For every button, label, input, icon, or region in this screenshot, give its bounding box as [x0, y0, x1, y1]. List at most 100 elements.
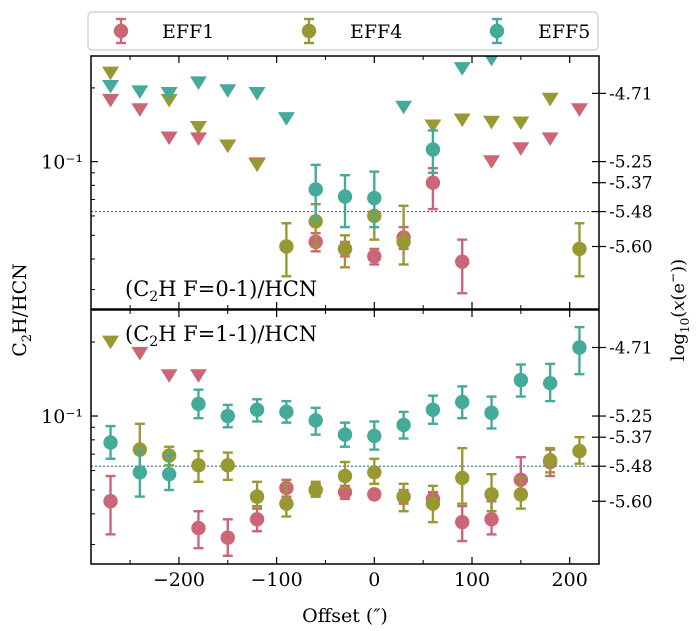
data-point: [161, 466, 177, 482]
series-eff4: [102, 66, 587, 278]
legend-entry-eff1: EFF1: [113, 17, 214, 45]
frame-top: [90, 55, 600, 310]
upper-limit-marker: [570, 103, 588, 117]
data-point: [455, 394, 470, 410]
data-point: [249, 489, 265, 504]
upper-limit-marker: [483, 155, 501, 169]
data-point: [308, 413, 323, 428]
data-point: [132, 465, 148, 480]
data-point: [513, 487, 529, 502]
upper-limit-marker: [248, 86, 266, 101]
data-point: [542, 453, 558, 468]
upper-limit-marker: [485, 56, 499, 67]
legend-frame: [87, 11, 599, 51]
upper-limit-marker: [160, 86, 178, 101]
data-point: [425, 175, 441, 190]
upper-limit-marker: [219, 139, 237, 154]
upper-limit-marker: [483, 115, 501, 130]
data-point: [396, 489, 411, 504]
right-axis-tick-label: -4.71: [609, 84, 653, 104]
x-tick-label: 100: [454, 569, 490, 591]
upper-limit-marker: [453, 113, 471, 128]
right-axis-tick-label: -5.60: [609, 238, 653, 258]
data-point: [249, 512, 265, 527]
x-tick-label: 0: [368, 569, 380, 591]
upper-limit-marker: [160, 93, 178, 108]
upper-limit-marker: [160, 369, 178, 383]
data-point: [103, 494, 118, 509]
data-point: [220, 408, 235, 424]
legend-label-eff5: EFF5: [538, 21, 590, 43]
upper-limit-marker: [541, 92, 559, 107]
upper-limit-marker: [160, 131, 178, 146]
data-point: [572, 443, 587, 459]
data-point: [396, 417, 411, 433]
data-point: [191, 520, 206, 536]
marks-bottom: [102, 325, 587, 557]
data-point: [191, 458, 206, 473]
data-point: [308, 482, 323, 498]
series-eff5: [102, 56, 499, 229]
x-axis: −200 −100 0 100 200: [153, 569, 588, 591]
data-point: [572, 241, 587, 257]
upper-limit-marker: [102, 79, 120, 94]
data-point: [484, 405, 499, 421]
upper-limit-marker: [189, 132, 207, 146]
y-axis-label: C2H/HCN: [9, 263, 35, 357]
upper-limit-marker: [512, 142, 530, 156]
ticks-top: 10⁻¹ -4.71 -5.25-5.37 -5.48 -5.60: [41, 56, 653, 309]
data-point: [425, 142, 441, 157]
right-axis-tick-label: -5.48: [609, 203, 653, 223]
marks-top: [102, 56, 588, 295]
right-axis-tick-label: -5.25: [609, 407, 653, 427]
frame-bottom: [90, 309, 600, 565]
legend-marker-eff1: [113, 17, 129, 45]
data-point: [396, 234, 411, 250]
legend-label-eff4: EFF4: [350, 21, 402, 43]
upper-limit-marker: [512, 116, 530, 131]
data-point: [513, 372, 529, 388]
legend-entry-eff4: EFF4: [301, 17, 402, 45]
legend-marker: [113, 23, 129, 39]
legend-marker-eff5: [489, 17, 505, 45]
data-point: [103, 435, 118, 450]
data-point: [455, 254, 470, 269]
data-point: [337, 189, 353, 204]
upper-limit-marker: [453, 62, 471, 76]
data-point: [337, 427, 353, 442]
data-point: [367, 428, 382, 444]
right-axis-tick-label: -4.71: [609, 339, 653, 359]
legend-label-eff1: EFF1: [162, 21, 214, 43]
y-tick-label: 10⁻¹: [41, 152, 83, 174]
right-axis-tick-label: -5.37: [609, 174, 653, 194]
panel-top-annotation: (C2H F=0-1)/HCN: [125, 277, 317, 305]
right-axis-tick-label: -5.48: [609, 457, 653, 477]
legend: EFF1 EFF4 EFF5: [87, 11, 599, 51]
upper-limit-marker: [131, 103, 149, 117]
x-tick-label: −100: [251, 569, 303, 591]
data-point: [308, 182, 323, 197]
legend-marker: [489, 23, 505, 39]
data-point: [367, 487, 382, 502]
panel-bottom-annotation: (C2H F=1-1)/HCN: [125, 322, 317, 350]
upper-limit-marker: [395, 100, 413, 115]
data-point: [542, 376, 558, 391]
x-axis-label: Offset (″): [302, 605, 388, 627]
data-point: [455, 470, 470, 486]
right-axis-tick-label: -5.37: [609, 428, 653, 448]
right-axis-label: log10(x(e−)): [666, 259, 692, 361]
upper-limit-marker: [131, 85, 149, 99]
data-point: [191, 396, 206, 412]
x-tick-label: −200: [153, 569, 205, 591]
y-tick-label: 10⁻¹: [41, 406, 83, 428]
right-axis-tick-label: -5.25: [609, 153, 653, 173]
data-point: [425, 402, 441, 418]
data-point: [220, 458, 235, 473]
data-point: [132, 442, 148, 457]
data-point: [279, 404, 294, 420]
data-point: [425, 496, 441, 511]
upper-limit-marker: [541, 132, 559, 146]
data-point: [572, 340, 587, 355]
data-point: [367, 465, 382, 480]
